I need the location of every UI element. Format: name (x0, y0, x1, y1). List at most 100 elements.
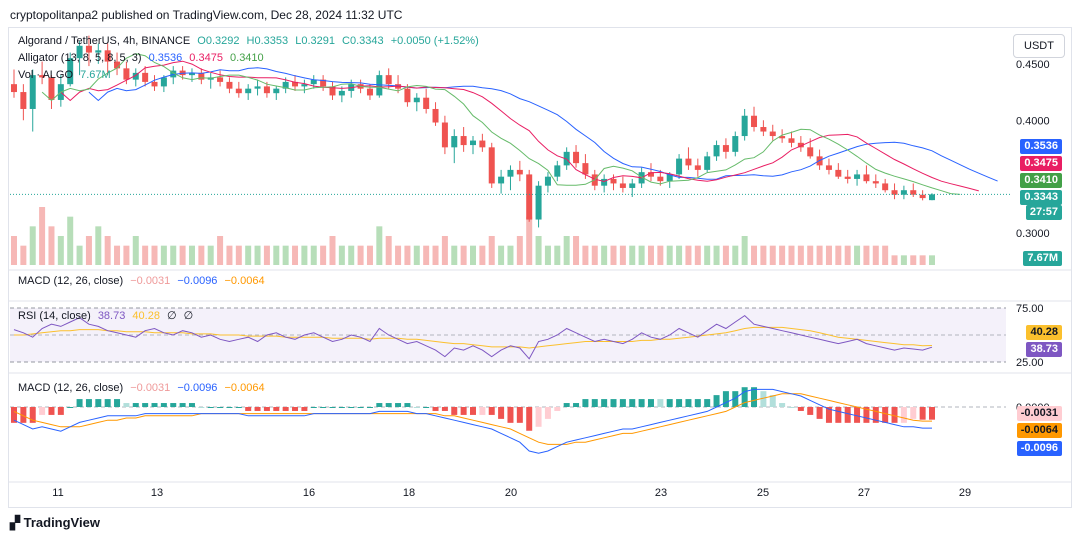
chart-frame (8, 27, 1072, 508)
candle-body (835, 169, 842, 177)
volume-bar (488, 236, 495, 265)
candle-body (779, 136, 786, 139)
volume-bar (619, 245, 626, 265)
volume-bar (198, 245, 205, 265)
candle-body (104, 50, 111, 62)
macd-histogram-bar (11, 407, 17, 423)
candle-body (732, 136, 739, 152)
candle-body (329, 86, 336, 96)
volume-bar (451, 245, 458, 265)
brand-label: TradingView (23, 515, 100, 530)
time-tick-label: 20 (505, 487, 517, 499)
macd-histogram-bar (825, 407, 832, 423)
volume-bar (516, 236, 523, 265)
candle-body (282, 81, 289, 89)
volume-bar (423, 245, 430, 265)
candle-body (132, 72, 139, 80)
volume-bar (329, 236, 336, 265)
candle-body (11, 84, 17, 93)
volume-bar (226, 245, 233, 265)
volume-bar (48, 226, 55, 265)
candle-body (338, 90, 345, 96)
volume-bar (245, 245, 252, 265)
teeth-price-tag: 0.3475 (1020, 156, 1062, 171)
volume-bar (732, 245, 739, 265)
candle-body (217, 77, 224, 82)
macd-histogram-bar (488, 407, 495, 415)
macd-histogram-bar (39, 407, 46, 415)
time-tick-label: 23 (655, 487, 667, 499)
volume-bar (310, 245, 317, 265)
candle-body (526, 174, 533, 220)
macd-histogram-bar (535, 407, 542, 427)
candle-body (807, 147, 814, 157)
macd-histogram-bar (310, 407, 317, 408)
macd-histogram-bar (57, 407, 64, 415)
candle-body (292, 81, 299, 87)
tradingview-logo[interactable]: ▞ TradingView (10, 515, 100, 531)
macd-histogram-bar (619, 399, 626, 407)
macd-histogram-bar (891, 407, 898, 423)
volume-bar (376, 226, 383, 265)
candle-body (310, 79, 317, 85)
macd-hist-tag: -0.0031 (1016, 406, 1062, 421)
macd-top-legend: MACD (12, 26, close) −0.0031 −0.0096 −0.… (18, 275, 269, 287)
candle-body (366, 88, 373, 96)
macd-histogram-bar (713, 395, 720, 407)
macd-histogram-bar (666, 399, 673, 407)
macd-histogram-bar (48, 407, 55, 415)
rsi-ma-line (14, 326, 933, 349)
volume-name: Vol · ALGO (18, 69, 74, 81)
macd-histogram-bar (441, 407, 448, 411)
candle-body (554, 165, 561, 177)
volume-bar (85, 236, 92, 265)
macd-histogram-bar (151, 403, 158, 407)
volume-bar (900, 255, 907, 265)
candle-body (825, 165, 832, 170)
macd-histogram-bar (741, 387, 748, 407)
rsi-tag: 38.73 (1026, 342, 1062, 357)
candle-body (544, 176, 551, 186)
volume-bar (591, 245, 598, 265)
macd-histogram-bar (807, 407, 814, 415)
candle-body (751, 115, 758, 128)
rsi-ma-value: 40.28 (132, 310, 160, 322)
macd-histogram-bar (123, 403, 130, 407)
volume-bar (404, 245, 411, 265)
rsi-empty-2: ∅ (183, 310, 194, 322)
macd-histogram-bar (273, 407, 280, 411)
volume-bar (554, 245, 561, 265)
candle-body (198, 72, 205, 80)
macd-histogram-bar (188, 403, 195, 407)
volume-bar (67, 216, 74, 265)
currency-button[interactable]: USDT (1013, 34, 1065, 58)
volume-bar (713, 245, 720, 265)
candle-body (516, 169, 523, 175)
ohlc-change: +0.0050 (+1.52%) (390, 35, 479, 47)
candle-body (114, 61, 121, 69)
macd-histogram-bar (357, 407, 364, 408)
alligator-name: Alligator (13, 8, 5, 8, 5, 3) (18, 52, 142, 64)
volume-tag: 7.67M (1023, 251, 1062, 266)
macd-top-hist: −0.0031 (130, 275, 171, 287)
macd-histogram-bar (507, 407, 514, 423)
rsi-legend: RSI (14, close) 38.73 40.28 ∅ ∅ (18, 309, 197, 322)
price-tick-label: 0.4000 (1016, 115, 1050, 127)
alligator-jaw: 0.3536 (148, 52, 183, 64)
macd-histogram-bar (114, 399, 121, 407)
candle-body (48, 77, 55, 100)
macd-histogram-bar (722, 391, 729, 407)
macd-histogram-bar (929, 407, 935, 420)
volume-bar (170, 245, 177, 265)
volume-bar (301, 245, 308, 265)
volume-bar (816, 245, 823, 265)
volume-bar (39, 207, 46, 265)
volume-bar (11, 236, 17, 265)
candle-body (919, 194, 926, 199)
candle-body (563, 151, 570, 166)
macd-histogram-bar (835, 407, 842, 423)
volume-bar (563, 236, 570, 265)
candle-body (432, 108, 439, 123)
volume-bar (498, 245, 505, 265)
